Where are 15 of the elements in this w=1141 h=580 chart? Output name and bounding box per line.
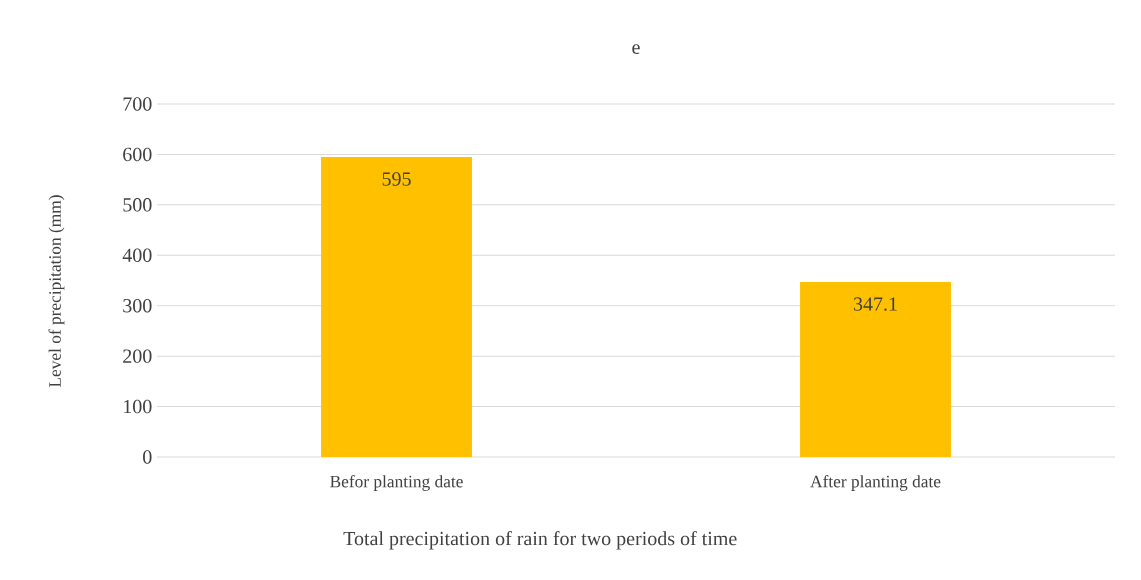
data-label: 347.1 xyxy=(853,297,897,311)
y-tick-label: 200 xyxy=(123,349,152,363)
y-tick-label: 500 xyxy=(123,198,152,212)
data-label: 595 xyxy=(382,172,411,186)
y-tick-label: 100 xyxy=(124,399,152,414)
x-tick-label: After planting date xyxy=(810,475,941,491)
y-tick-label: 700 xyxy=(123,97,152,111)
x-axis-title: Total precipitation of rain for two periods of time xyxy=(343,531,737,550)
y-tick-label: 600 xyxy=(123,147,152,162)
chart-title: e xyxy=(632,44,640,54)
y-tick-label: 300 xyxy=(123,298,152,313)
y-axis-title: Level of precipitation (mm) xyxy=(48,195,65,388)
y-tick-label: 0 xyxy=(143,450,152,464)
y-tick-label: 400 xyxy=(122,248,152,263)
x-tick-label: Befor planting date xyxy=(330,475,463,491)
